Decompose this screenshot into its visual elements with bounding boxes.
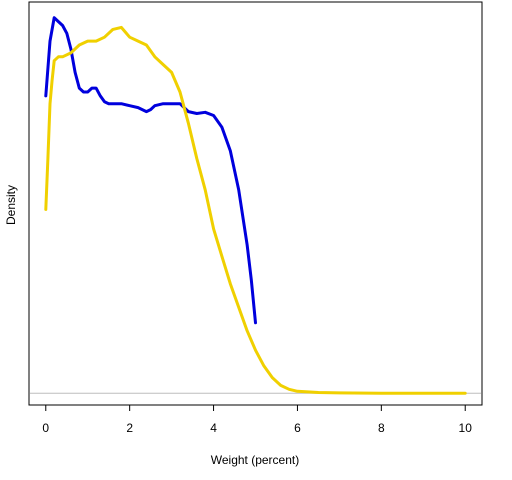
series-layer: [44, 16, 467, 395]
x-tick-label: 10: [459, 421, 473, 435]
x-axis: 0 2 4 6 8 10: [42, 405, 472, 435]
x-tick-label: 6: [294, 421, 301, 435]
density-line-1: [44, 16, 257, 325]
x-tick-label: 4: [210, 421, 217, 435]
x-tick-label: 8: [378, 421, 385, 435]
x-tick-label: 2: [126, 421, 133, 435]
density-line-2: [44, 25, 467, 395]
y-axis-label: Density: [4, 185, 18, 225]
x-axis-label: Weight (percent): [211, 453, 299, 467]
plot-frame: [28, 1, 483, 406]
x-tick-label: 0: [42, 421, 49, 435]
